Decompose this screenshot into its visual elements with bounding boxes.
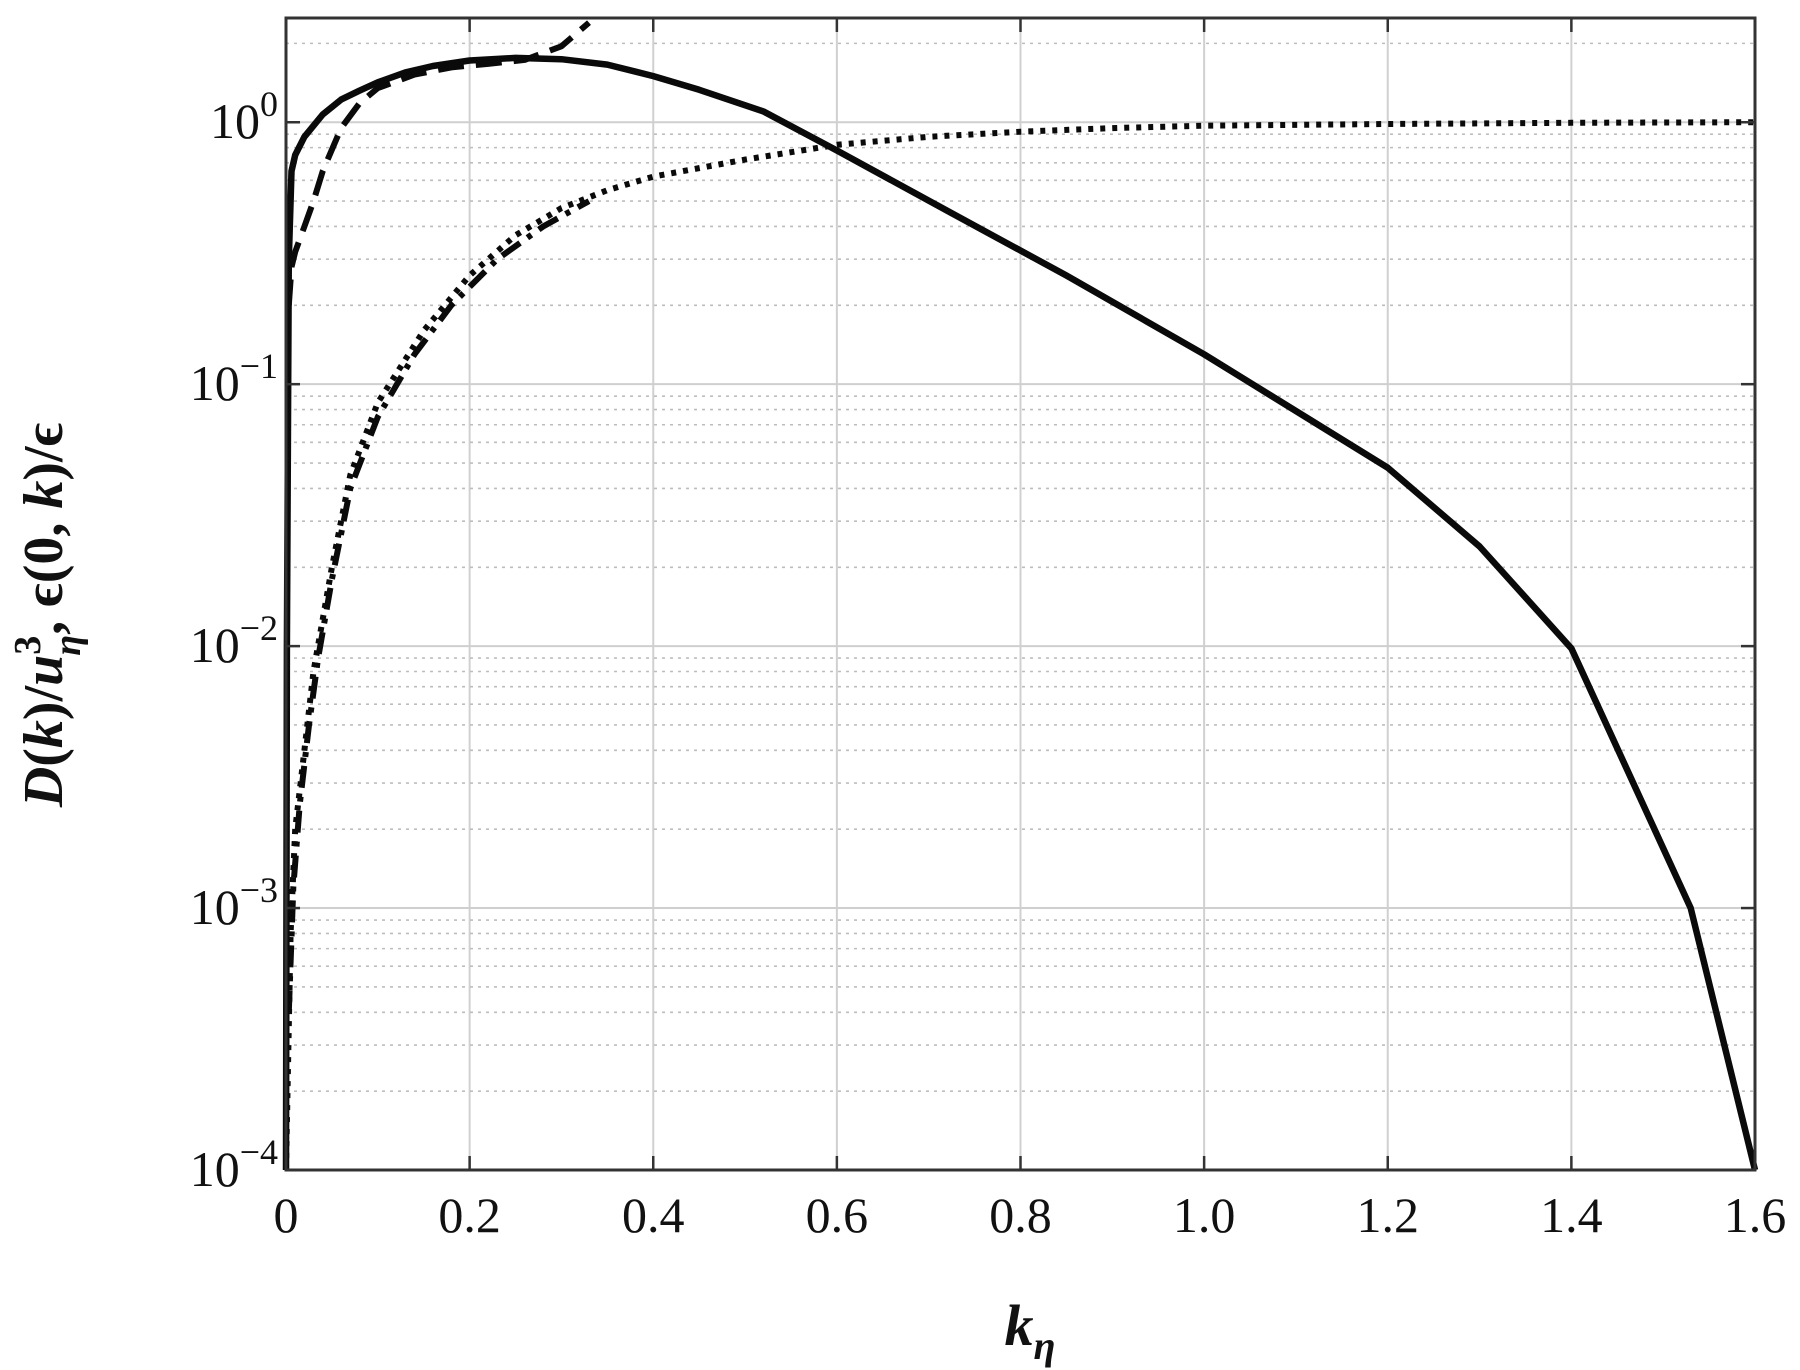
ticks: 0 0.2 0.4 0.6 0.8 1.0 1.2 1.4 1.6 10−4 10−3 10−2 10−…	[190, 18, 1787, 1243]
series-line-dashed	[285, 20, 591, 306]
y-tick-label: 10−3	[190, 870, 278, 935]
y-axis-label: D(k)/u3η, ϵ(0, k)/ϵ	[7, 423, 89, 808]
series-line-solid	[282, 54, 1759, 1171]
x-axis-label: kη	[1005, 1293, 1056, 1368]
x-axis-label-sub: η	[1034, 1323, 1056, 1368]
series-line-dash-dot	[285, 198, 591, 1013]
x-axis-label-main: k	[1005, 1293, 1034, 1358]
y-tick-label: 100	[210, 84, 278, 149]
series-line-dotted	[283, 119, 1756, 1171]
x-tick-label: 0.4	[622, 1187, 685, 1243]
x-tick-label: 0.6	[806, 1187, 869, 1243]
grid	[285, 18, 1756, 1171]
y-tick-label: 10−2	[190, 608, 278, 673]
x-tick-label: 1.6	[1724, 1187, 1787, 1243]
x-tick-label: 0.8	[989, 1187, 1052, 1243]
x-tick-label: 0.2	[438, 1187, 501, 1243]
x-tick-label: 0	[274, 1187, 299, 1243]
series-layer	[282, 20, 1759, 1171]
x-tick-label: 1.4	[1540, 1187, 1603, 1243]
x-tick-label: 1.2	[1357, 1187, 1420, 1243]
y-tick-label: 10−1	[190, 346, 278, 411]
x-tick-label: 1.0	[1173, 1187, 1236, 1243]
y-tick-label: 10−4	[190, 1132, 278, 1197]
